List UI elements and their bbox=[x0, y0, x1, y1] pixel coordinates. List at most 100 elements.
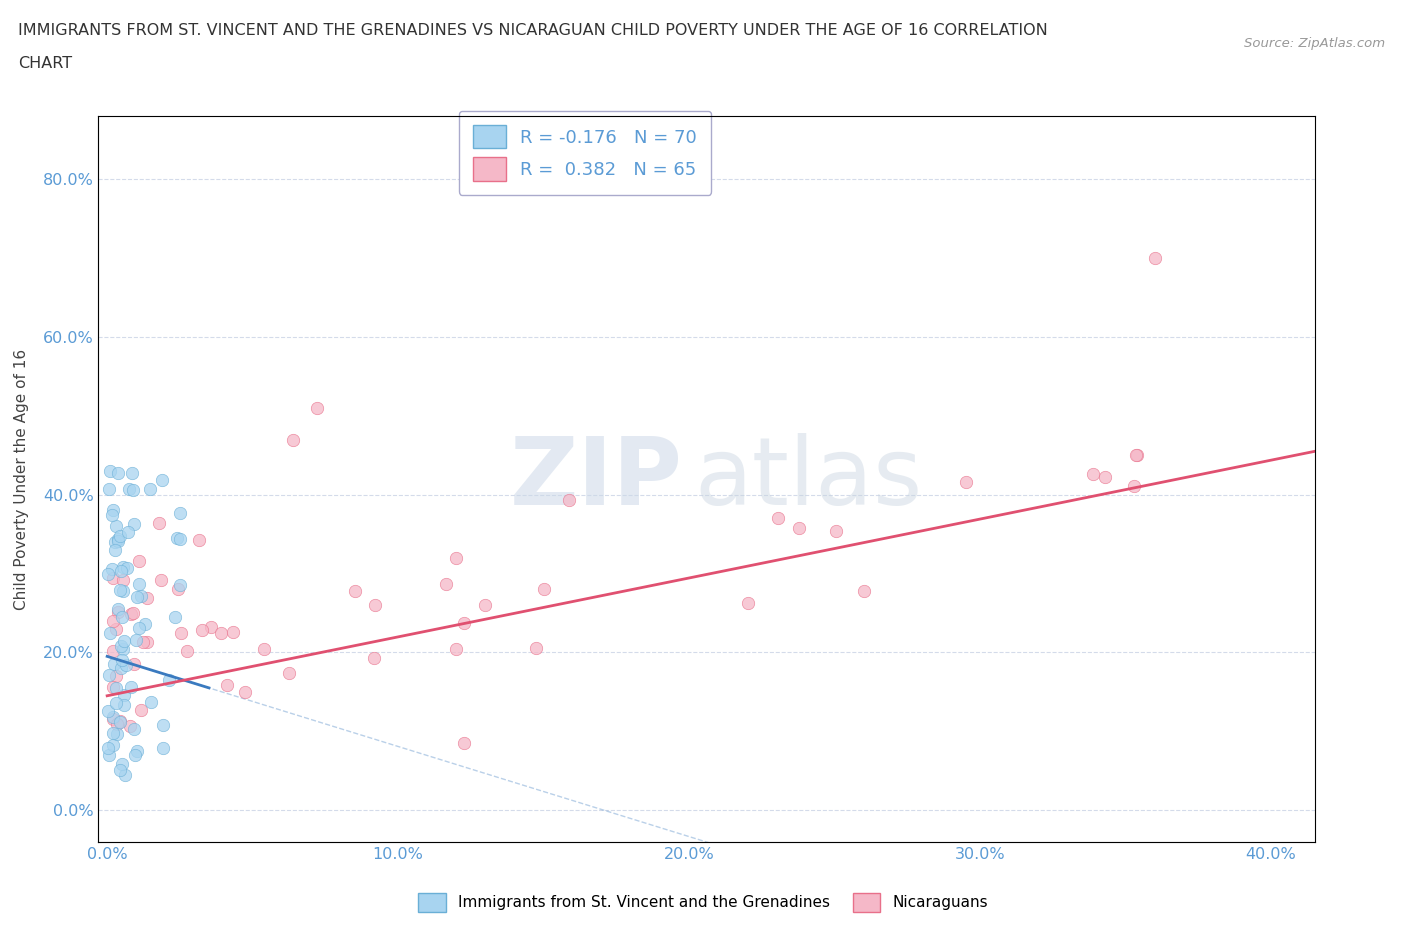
Point bbox=[170, 625, 193, 640]
Legend: Immigrants from St. Vincent and the Grenadines, Nicaraguans: Immigrants from St. Vincent and the Gren… bbox=[412, 887, 994, 918]
Point bbox=[125, 743, 148, 758]
Point bbox=[110, 564, 132, 578]
Point bbox=[446, 551, 468, 565]
Point bbox=[152, 741, 174, 756]
Point bbox=[128, 553, 150, 568]
Text: ZIP: ZIP bbox=[509, 433, 682, 525]
Point bbox=[129, 589, 152, 604]
Point bbox=[111, 756, 134, 771]
Point bbox=[111, 652, 134, 667]
Point bbox=[188, 533, 211, 548]
Point bbox=[787, 521, 810, 536]
Point bbox=[114, 633, 136, 648]
Point bbox=[122, 605, 145, 620]
Text: CHART: CHART bbox=[18, 56, 72, 71]
Point bbox=[114, 658, 136, 673]
Point bbox=[101, 710, 124, 724]
Text: atlas: atlas bbox=[695, 433, 922, 525]
Point bbox=[98, 464, 121, 479]
Point bbox=[118, 719, 141, 734]
Point bbox=[1094, 470, 1116, 485]
Point bbox=[233, 684, 256, 699]
Point bbox=[120, 606, 142, 621]
Point bbox=[190, 622, 212, 637]
Point bbox=[115, 561, 138, 576]
Point bbox=[107, 531, 129, 546]
Point bbox=[108, 762, 131, 777]
Point bbox=[446, 642, 468, 657]
Point bbox=[104, 535, 127, 550]
Y-axis label: Child Poverty Under the Age of 16: Child Poverty Under the Age of 16 bbox=[14, 349, 28, 609]
Point bbox=[107, 602, 129, 617]
Point bbox=[104, 695, 127, 710]
Point bbox=[209, 626, 232, 641]
Point bbox=[107, 605, 129, 620]
Point bbox=[117, 525, 139, 539]
Point bbox=[122, 482, 145, 497]
Point bbox=[112, 559, 135, 574]
Point bbox=[108, 582, 131, 597]
Point bbox=[101, 680, 124, 695]
Point bbox=[124, 748, 146, 763]
Point bbox=[101, 614, 124, 629]
Point bbox=[103, 737, 125, 752]
Point bbox=[97, 740, 120, 755]
Point bbox=[453, 616, 475, 631]
Point bbox=[149, 573, 172, 588]
Point bbox=[159, 673, 181, 688]
Point bbox=[104, 519, 127, 534]
Point bbox=[277, 666, 299, 681]
Point bbox=[134, 617, 156, 631]
Point bbox=[524, 641, 547, 656]
Point bbox=[737, 595, 759, 610]
Point bbox=[1123, 478, 1146, 493]
Point bbox=[169, 578, 191, 592]
Point bbox=[305, 401, 328, 416]
Point bbox=[107, 534, 129, 549]
Point bbox=[474, 598, 496, 613]
Point bbox=[169, 505, 191, 520]
Point bbox=[283, 432, 305, 447]
Point bbox=[108, 529, 131, 544]
Point bbox=[152, 717, 174, 732]
Point bbox=[97, 748, 120, 763]
Point bbox=[107, 465, 129, 480]
Point bbox=[112, 698, 135, 712]
Point bbox=[117, 482, 139, 497]
Point bbox=[135, 635, 157, 650]
Point bbox=[121, 465, 143, 480]
Point bbox=[112, 687, 135, 702]
Point bbox=[453, 736, 475, 751]
Point bbox=[111, 610, 134, 625]
Point bbox=[110, 661, 132, 676]
Text: IMMIGRANTS FROM ST. VINCENT AND THE GRENADINES VS NICARAGUAN CHILD POVERTY UNDER: IMMIGRANTS FROM ST. VINCENT AND THE GREN… bbox=[18, 23, 1047, 38]
Point bbox=[138, 481, 160, 496]
Point bbox=[101, 503, 124, 518]
Point bbox=[852, 584, 875, 599]
Point bbox=[1125, 448, 1147, 463]
Point bbox=[107, 717, 129, 732]
Point bbox=[104, 543, 127, 558]
Point bbox=[125, 590, 148, 604]
Point bbox=[166, 531, 188, 546]
Point bbox=[110, 713, 132, 728]
Point bbox=[103, 657, 125, 671]
Point bbox=[222, 624, 245, 639]
Point bbox=[97, 703, 120, 718]
Point bbox=[136, 591, 159, 605]
Point bbox=[110, 639, 132, 654]
Point bbox=[128, 621, 150, 636]
Point bbox=[139, 694, 162, 709]
Point bbox=[101, 644, 124, 658]
Point bbox=[163, 610, 186, 625]
Point bbox=[1143, 251, 1166, 266]
Point bbox=[825, 524, 848, 538]
Point bbox=[364, 598, 387, 613]
Point bbox=[344, 584, 367, 599]
Point bbox=[148, 515, 170, 530]
Point bbox=[167, 582, 190, 597]
Point bbox=[101, 507, 124, 522]
Point bbox=[104, 621, 127, 636]
Point bbox=[111, 573, 134, 588]
Point bbox=[114, 767, 136, 782]
